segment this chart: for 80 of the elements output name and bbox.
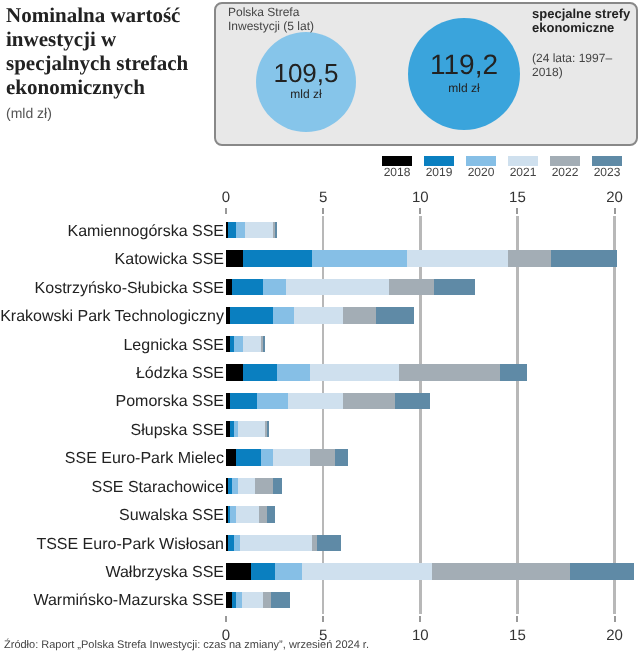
bar xyxy=(507,250,551,267)
bar xyxy=(276,364,310,381)
y-tick-label: Krakowski Park Technologiczny xyxy=(0,307,224,326)
bar xyxy=(272,477,283,495)
y-tick-label: Kamiennogórska SSE xyxy=(67,221,224,240)
y-tick-label: SSE Euro-Park Mielec xyxy=(64,449,224,468)
bar xyxy=(433,278,475,296)
bar xyxy=(231,278,263,296)
bar xyxy=(229,307,273,324)
bar xyxy=(229,392,258,410)
bar xyxy=(233,534,240,552)
text: 119,2 xyxy=(428,48,500,80)
bar xyxy=(226,278,232,296)
bar xyxy=(375,307,415,324)
bar xyxy=(272,307,294,324)
y-tick-label: Legnicka SSE xyxy=(123,335,224,354)
text: 109,5 xyxy=(271,58,341,88)
bar xyxy=(226,364,244,381)
bar xyxy=(255,477,273,495)
bar xyxy=(243,250,312,267)
bar xyxy=(262,278,287,296)
bar xyxy=(233,335,244,353)
bar xyxy=(266,506,275,523)
bar xyxy=(226,449,236,466)
y-tick-label: Łódzka SSE xyxy=(135,363,224,382)
bar xyxy=(231,477,238,495)
bar xyxy=(334,449,349,466)
bar xyxy=(262,591,271,609)
bar xyxy=(270,591,291,609)
bar xyxy=(235,221,246,239)
bar xyxy=(241,591,263,609)
bar xyxy=(406,250,508,267)
bar xyxy=(243,335,261,353)
bar xyxy=(389,278,434,296)
bar xyxy=(245,221,273,239)
bar xyxy=(317,534,341,552)
y-tick-label: Wałbrzyska SSE xyxy=(105,562,224,581)
bar xyxy=(243,364,277,381)
bar xyxy=(431,563,570,580)
bar xyxy=(309,364,399,381)
bar xyxy=(342,307,376,324)
bar xyxy=(226,591,232,609)
y-tick-label: Suwalska SSE xyxy=(119,506,224,525)
bar xyxy=(286,278,390,296)
bar xyxy=(227,534,234,552)
y-tick-label: SSE Starachowice xyxy=(91,477,226,496)
bar xyxy=(499,364,528,381)
y-tick-label: Pomorska SSE xyxy=(115,392,224,411)
bar xyxy=(239,534,312,552)
bar xyxy=(259,506,267,523)
bar xyxy=(235,591,242,609)
bar xyxy=(550,250,617,267)
y-tick-label: Słupska SSE xyxy=(130,420,224,439)
bar xyxy=(288,392,343,410)
bar xyxy=(272,449,310,466)
bar xyxy=(311,250,407,267)
bar xyxy=(274,563,302,580)
bar xyxy=(251,563,275,580)
y-tick-label: Kostrzyńsko-Słubicka SSE xyxy=(34,278,224,297)
bar xyxy=(260,449,273,466)
bar xyxy=(294,307,343,324)
bar xyxy=(235,449,261,466)
y-tick-label: TSSE Euro-Park Wisłosan xyxy=(36,534,224,553)
chart-title: Nominalna wartość inwestycji w specjalnych strefach ekonomicznych xyxy=(6,6,191,102)
bar xyxy=(229,506,236,523)
y-tick-label: Katowicka SSE xyxy=(114,250,224,269)
bar xyxy=(342,392,396,410)
bar xyxy=(237,477,256,495)
bar xyxy=(237,420,265,438)
y-tick-label: Warmińsko-Mazurska SSE xyxy=(33,591,224,610)
bar xyxy=(257,392,289,410)
bar xyxy=(226,563,252,580)
bar xyxy=(301,563,432,580)
bar xyxy=(398,364,500,381)
bar xyxy=(227,221,236,239)
bar xyxy=(569,563,635,580)
bar xyxy=(226,250,244,267)
bar xyxy=(309,449,335,466)
bar xyxy=(235,506,260,523)
bar xyxy=(395,392,431,410)
